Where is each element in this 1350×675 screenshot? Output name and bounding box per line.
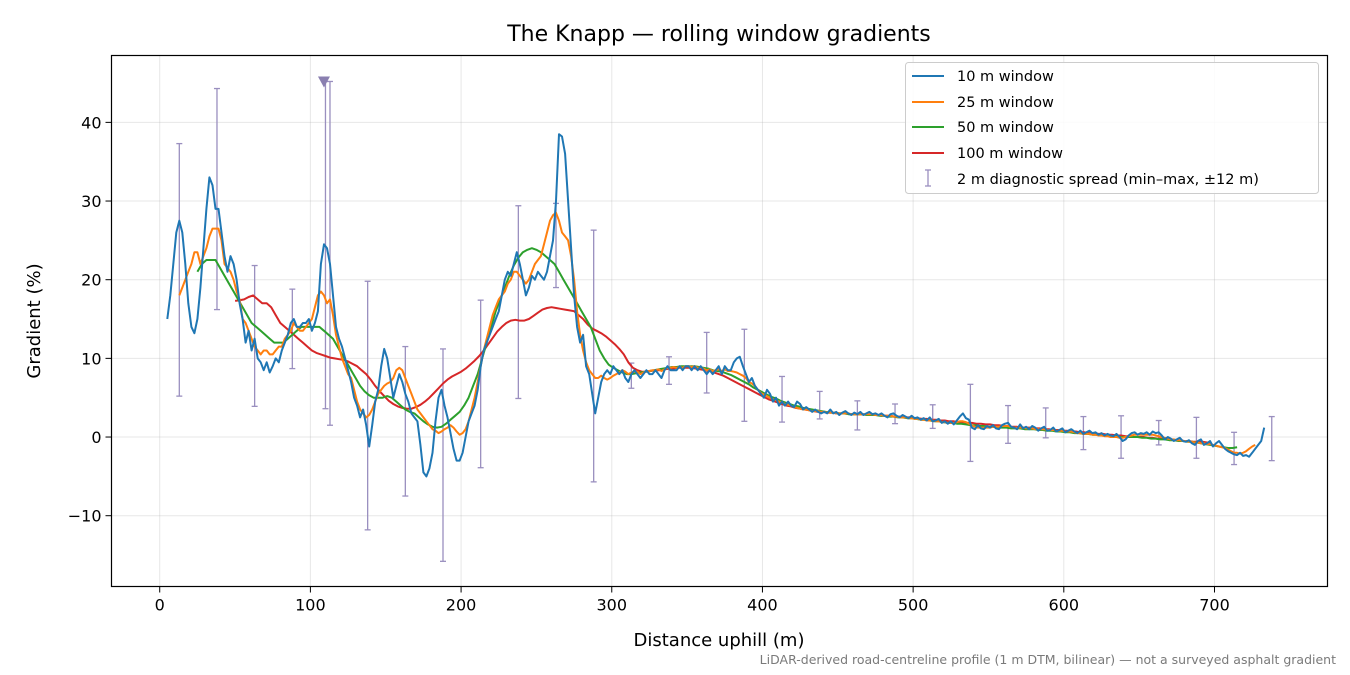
legend-label-error-bar: 2 m diagnostic spread (min–max, ±12 m) bbox=[957, 172, 1259, 188]
y-tick-label: 40 bbox=[81, 113, 101, 132]
marker-layer bbox=[317, 76, 330, 88]
x-tick-label: 300 bbox=[596, 596, 627, 615]
x-tick-label: 600 bbox=[1049, 596, 1080, 615]
x-tick-label: 700 bbox=[1199, 596, 1230, 615]
y-tick-label: 30 bbox=[81, 192, 101, 211]
y-tick-label: −10 bbox=[68, 507, 102, 526]
y-tick-label: 10 bbox=[81, 349, 101, 368]
error-bar bbox=[515, 205, 522, 400]
clipped-value-marker bbox=[317, 76, 330, 88]
error-bar bbox=[666, 356, 673, 385]
ticks: 0 100 200 300 400 500 600 700 −10 0 10 20 30 40 bbox=[68, 113, 1230, 614]
error-bar bbox=[176, 142, 183, 397]
x-tick-label: 400 bbox=[747, 596, 778, 615]
y-tick-label: 20 bbox=[81, 271, 101, 290]
x-tick-label: 200 bbox=[446, 596, 477, 615]
error-bar bbox=[477, 299, 484, 469]
legend-label-10m: 10 m window bbox=[957, 69, 1054, 85]
chart-title: The Knapp — rolling window gradients bbox=[506, 22, 931, 47]
error-bar bbox=[402, 345, 409, 497]
error-bar bbox=[779, 375, 786, 423]
error-bar bbox=[1193, 416, 1200, 459]
x-tick-label: 500 bbox=[898, 596, 929, 615]
x-tick-label: 0 bbox=[155, 596, 165, 615]
legend-swatch-error-bar bbox=[925, 169, 931, 187]
error-bar bbox=[213, 87, 220, 311]
legend: 10 m window 25 m window 50 m window 100 … bbox=[905, 62, 1319, 194]
legend-label-50m: 50 m window bbox=[957, 120, 1054, 136]
error-bar bbox=[703, 331, 710, 394]
series-line-10-m-window bbox=[166, 133, 1266, 478]
legend-label-25m: 25 m window bbox=[957, 95, 1054, 111]
error-bar bbox=[741, 328, 748, 422]
y-axis-label: Gradient (%) bbox=[24, 263, 45, 378]
error-bar bbox=[1042, 407, 1049, 439]
plot-frame bbox=[110, 54, 1329, 588]
error-bar bbox=[364, 280, 371, 531]
series-lines bbox=[166, 133, 1266, 478]
error-bar bbox=[326, 80, 333, 426]
x-axis-label: Distance uphill (m) bbox=[634, 630, 805, 651]
legend-label-100m: 100 m window bbox=[957, 146, 1063, 162]
footnote: LiDAR-derived road-centreline profile (1… bbox=[760, 652, 1336, 667]
legend-box bbox=[905, 62, 1319, 194]
y-tick-label: 0 bbox=[91, 428, 101, 447]
error-bar bbox=[929, 404, 936, 430]
error-bar bbox=[854, 400, 861, 431]
error-bar bbox=[1268, 415, 1275, 462]
error-bar bbox=[251, 264, 258, 408]
error-bar bbox=[590, 229, 597, 483]
x-tick-label: 100 bbox=[295, 596, 326, 615]
error-bar bbox=[816, 390, 823, 420]
